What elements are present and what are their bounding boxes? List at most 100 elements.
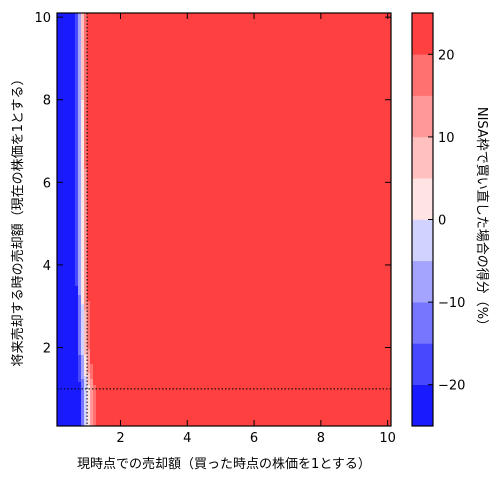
heatmap-cell: [60, 226, 64, 230]
heatmap-cell: [78, 100, 82, 104]
heatmap-cell: [153, 52, 157, 56]
heatmap-cell: [105, 382, 109, 386]
heatmap-cell: [114, 169, 118, 173]
heatmap-cell: [111, 268, 115, 272]
heatmap-cell: [102, 139, 106, 143]
heatmap-cell: [63, 64, 67, 68]
heatmap-cell: [123, 55, 127, 59]
heatmap-cell: [75, 34, 79, 38]
heatmap-cell: [111, 385, 115, 389]
heatmap-cell: [147, 235, 151, 239]
heatmap-cell: [84, 178, 88, 182]
heatmap-cell: [147, 34, 151, 38]
heatmap-cell: [117, 340, 121, 344]
heatmap-cell: [120, 253, 124, 257]
heatmap-cell: [78, 310, 82, 314]
heatmap-cell: [72, 301, 76, 305]
heatmap-cell: [69, 271, 73, 275]
heatmap-cell: [84, 130, 88, 134]
heatmap-cell: [72, 46, 76, 50]
heatmap-cell: [117, 265, 121, 269]
heatmap-cell: [69, 397, 73, 401]
heatmap-cell: [129, 367, 133, 371]
heatmap-cell: [162, 265, 166, 269]
heatmap-cell: [99, 340, 103, 344]
heatmap-cell: [78, 421, 82, 425]
heatmap-cell: [111, 79, 115, 83]
heatmap-cell: [66, 217, 70, 221]
heatmap-cell: [96, 370, 100, 374]
heatmap-cell: [117, 406, 121, 410]
heatmap-cell: [144, 148, 148, 152]
heatmap-cell: [102, 310, 106, 314]
heatmap-cell: [66, 262, 70, 266]
heatmap-cell: [144, 82, 148, 86]
heatmap-cell: [81, 292, 85, 296]
heatmap-cell: [114, 286, 118, 290]
heatmap-cell: [138, 373, 142, 377]
heatmap-cell: [141, 388, 145, 392]
heatmap-cell: [93, 235, 97, 239]
heatmap-cell: [126, 235, 130, 239]
heatmap-cell: [132, 175, 136, 179]
heatmap-cell: [156, 202, 160, 206]
heatmap-cell: [84, 13, 88, 17]
heatmap-cell: [141, 85, 145, 89]
heatmap-cell: [159, 145, 163, 149]
heatmap-cell: [60, 202, 64, 206]
heatmap-cell: [126, 247, 130, 251]
heatmap-cell: [93, 205, 97, 209]
heatmap-cell: [66, 208, 70, 212]
heatmap-cell: [84, 421, 88, 425]
heatmap-cell: [96, 58, 100, 62]
heatmap-cell: [141, 421, 145, 425]
heatmap-cell: [147, 109, 151, 113]
heatmap-cell: [111, 217, 115, 221]
heatmap-cell: [129, 19, 133, 23]
heatmap-cell: [66, 202, 70, 206]
heatmap-cell: [69, 343, 73, 347]
heatmap-cell: [78, 184, 82, 188]
heatmap-cell: [69, 268, 73, 272]
heatmap-cell: [123, 85, 127, 89]
heatmap-cell: [60, 133, 64, 137]
heatmap-cell: [114, 31, 118, 35]
heatmap-cell: [132, 403, 136, 407]
heatmap-cell: [159, 148, 163, 152]
heatmap-cell: [90, 289, 94, 293]
heatmap-cell: [159, 169, 163, 173]
heatmap-cell: [141, 112, 145, 116]
heatmap-cell: [117, 13, 121, 17]
heatmap-cell: [63, 223, 67, 227]
heatmap-cell: [141, 232, 145, 236]
heatmap-cell: [147, 283, 151, 287]
heatmap-cell: [120, 43, 124, 47]
heatmap-cell: [129, 208, 133, 212]
heatmap-cell: [96, 133, 100, 137]
heatmap-cell: [96, 283, 100, 287]
heatmap-cell: [111, 244, 115, 248]
heatmap-cell: [66, 82, 70, 86]
heatmap-cell: [114, 304, 118, 308]
heatmap-cell: [162, 286, 166, 290]
heatmap-cell: [72, 340, 76, 344]
heatmap-cell: [162, 268, 166, 272]
heatmap-cell: [120, 301, 124, 305]
heatmap-cell: [72, 319, 76, 323]
heatmap-cell: [162, 259, 166, 263]
heatmap-cell: [138, 49, 142, 53]
heatmap-cell: [147, 55, 151, 59]
heatmap-cell: [111, 229, 115, 233]
heatmap-cell: [96, 340, 100, 344]
heatmap-cell: [138, 142, 142, 146]
heatmap-cell: [138, 202, 142, 206]
heatmap-cell: [102, 295, 106, 299]
heatmap-cell: [108, 184, 112, 188]
heatmap-cell: [111, 58, 115, 62]
heatmap-cell: [123, 370, 127, 374]
heatmap-cell: [72, 202, 76, 206]
heatmap-cell: [141, 364, 145, 368]
heatmap-cell: [123, 49, 127, 53]
heatmap-cell: [57, 418, 61, 422]
heatmap-cell: [102, 124, 106, 128]
